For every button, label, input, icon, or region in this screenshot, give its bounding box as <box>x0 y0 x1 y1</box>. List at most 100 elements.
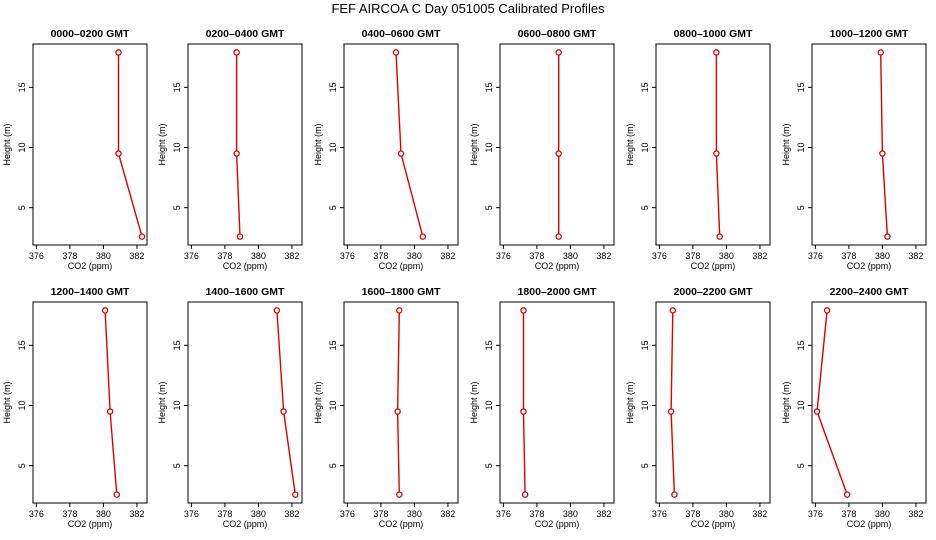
data-point <box>879 150 886 157</box>
y-tick-label: 5 <box>796 463 806 468</box>
y-tick-label: 15 <box>796 340 806 350</box>
x-tick-label: 382 <box>129 251 144 261</box>
x-tick-label: 382 <box>752 509 767 519</box>
y-tick-label: 15 <box>328 340 338 350</box>
y-tick-label: 5 <box>640 205 650 210</box>
data-point <box>669 307 677 314</box>
x-axis-label: CO2 (ppm) <box>379 261 424 271</box>
x-tick-label: 382 <box>752 251 767 261</box>
x-axis-label: CO2 (ppm) <box>223 261 268 271</box>
x-axis-label: CO2 (ppm) <box>691 519 736 529</box>
x-tick-label: 378 <box>841 509 856 519</box>
x-tick-label: 380 <box>407 251 422 261</box>
y-axis-label: Height (m) <box>781 123 791 165</box>
x-tick-label: 378 <box>373 251 388 261</box>
x-tick-label: 380 <box>719 509 734 519</box>
data-point <box>396 491 403 498</box>
profile-line <box>816 310 848 495</box>
data-point <box>236 233 244 240</box>
y-tick-label: 5 <box>640 463 650 468</box>
profile-line <box>395 52 424 237</box>
x-tick-label: 380 <box>251 509 266 519</box>
panel-1: 0000–0200 GMT 376 378 380 382 CO2 (ppm) 5 10 15 H… <box>2 28 148 271</box>
panel-3: 0400–0600 GMT 376 378 380 382 CO2 (ppm) 5 10 15 H… <box>313 28 459 271</box>
panel-title: 2000–2200 GMT <box>674 286 753 298</box>
x-tick-label: 380 <box>563 251 578 261</box>
data-point <box>555 49 562 56</box>
data-point <box>713 150 720 157</box>
data-point <box>397 150 405 157</box>
data-point <box>419 233 427 240</box>
x-tick-label: 382 <box>440 509 455 519</box>
y-tick-label: 5 <box>484 205 494 210</box>
plot-frame <box>499 43 615 246</box>
x-axis-label: CO2 (ppm) <box>68 261 113 271</box>
data-point <box>713 49 720 56</box>
data-point <box>555 233 562 240</box>
x-tick-label: 378 <box>217 251 232 261</box>
plot-frame <box>32 301 148 504</box>
panel-11: 2000–2200 GMT 376 378 380 382 CO2 (ppm) 5 10 15 H… <box>625 286 771 529</box>
data-point <box>667 408 675 415</box>
panel-7: 1200–1400 GMT 376 378 380 382 CO2 (ppm) 5 10 15 H… <box>2 286 148 529</box>
figure-title: FEF AIRCOA C Day 051005 Calibrated Profi… <box>331 1 605 16</box>
data-point <box>555 150 562 157</box>
x-tick-label: 380 <box>96 251 111 261</box>
data-point <box>115 49 122 56</box>
x-tick-label: 376 <box>340 509 355 519</box>
x-tick-label: 376 <box>808 251 823 261</box>
y-tick-label: 10 <box>484 143 494 153</box>
y-tick-label: 5 <box>17 205 27 210</box>
x-tick-label: 380 <box>875 509 890 519</box>
panel-grid: 0000–0200 GMT 376 378 380 382 CO2 (ppm) 5 10 15 H… <box>2 28 927 529</box>
y-tick-label: 15 <box>796 82 806 92</box>
x-tick-label: 376 <box>496 251 511 261</box>
x-tick-label: 376 <box>340 251 355 261</box>
x-tick-label: 376 <box>184 251 199 261</box>
data-point <box>520 408 527 415</box>
y-tick-label: 10 <box>328 401 338 411</box>
data-point <box>106 408 114 415</box>
y-tick-label: 15 <box>640 82 650 92</box>
x-axis-label: CO2 (ppm) <box>847 261 892 271</box>
data-point <box>877 49 884 56</box>
plot-frame <box>811 43 927 246</box>
panel-6: 1000–1200 GMT 376 378 380 382 CO2 (ppm) 5 10 15 H… <box>781 28 927 271</box>
y-tick-label: 5 <box>328 463 338 468</box>
panel-2: 0200–0400 GMT 376 378 380 382 CO2 (ppm) 5 10 15 H… <box>157 28 303 271</box>
y-tick-label: 5 <box>17 463 27 468</box>
plot-frame <box>499 301 615 504</box>
y-tick-label: 15 <box>172 340 182 350</box>
x-tick-label: 382 <box>440 251 455 261</box>
data-point <box>521 491 529 498</box>
x-axis-label: CO2 (ppm) <box>68 519 113 529</box>
data-point <box>292 491 299 498</box>
y-tick-label: 15 <box>328 82 338 92</box>
panel-title: 1600–1800 GMT <box>362 286 441 298</box>
y-tick-label: 15 <box>17 82 27 92</box>
x-tick-label: 378 <box>62 509 77 519</box>
y-tick-label: 10 <box>640 401 650 411</box>
y-axis-label: Height (m) <box>625 123 635 165</box>
panel-title: 1400–1600 GMT <box>206 286 285 298</box>
plot-frame <box>187 43 303 246</box>
x-axis-label: CO2 (ppm) <box>379 519 424 529</box>
panel-title: 0800–1000 GMT <box>674 28 753 40</box>
plot-frame <box>811 301 927 504</box>
y-tick-label: 15 <box>17 340 27 350</box>
plot-frame <box>343 43 459 246</box>
data-point <box>113 491 121 498</box>
y-axis-label: Height (m) <box>469 123 479 165</box>
data-point <box>273 307 281 314</box>
panel-title: 0000–0200 GMT <box>51 28 130 40</box>
y-tick-label: 15 <box>172 82 182 92</box>
panel-title: 2200–2400 GMT <box>830 286 909 298</box>
y-tick-label: 15 <box>484 340 494 350</box>
panel-10: 1800–2000 GMT 376 378 380 382 CO2 (ppm) 5 10 15 H… <box>469 286 615 529</box>
y-axis-label: Height (m) <box>625 381 635 423</box>
x-tick-label: 382 <box>596 509 611 519</box>
panel-title: 0400–0600 GMT <box>362 28 441 40</box>
plot-frame <box>655 301 771 504</box>
y-tick-label: 5 <box>172 205 182 210</box>
